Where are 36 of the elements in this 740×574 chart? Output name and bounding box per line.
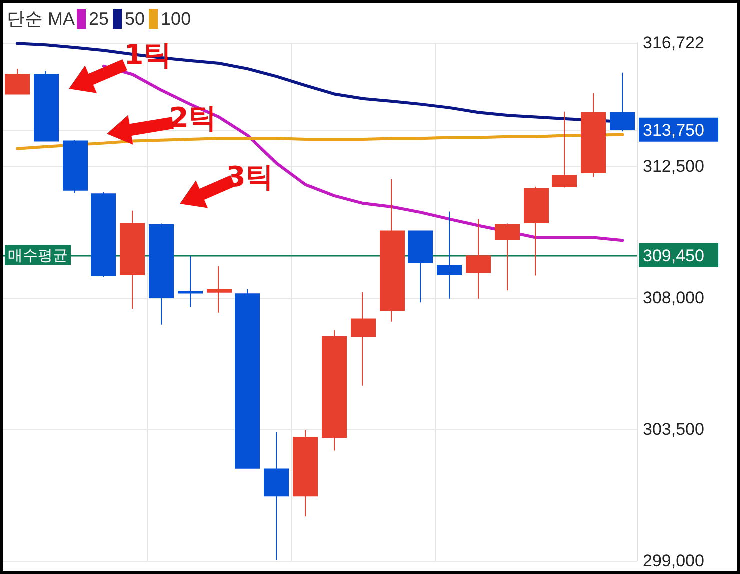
candlestick — [91, 192, 116, 278]
candlestick — [293, 430, 318, 518]
legend-label: 25 — [89, 9, 110, 29]
y-tick-label: 303,500 — [643, 420, 704, 439]
line-series — [16, 133, 624, 150]
y-tick-label: 316,722 — [643, 34, 704, 52]
candlestick — [207, 266, 232, 314]
candlestick — [581, 92, 606, 178]
candlestick — [524, 186, 549, 276]
y-tick-label: 308,000 — [643, 288, 704, 308]
legend-label: 100 — [161, 9, 192, 29]
candlestick — [408, 230, 433, 304]
candlestick — [63, 140, 88, 194]
legend-title: 단순 MA — [7, 9, 76, 29]
candlestick — [466, 218, 491, 300]
y-tick-label: 309,450 — [643, 246, 704, 266]
candlestick — [264, 432, 289, 561]
candlestick — [149, 223, 174, 326]
candlestick — [437, 211, 462, 300]
candlestick — [380, 178, 405, 322]
ref-line-label: 매수평균 — [8, 246, 68, 265]
candlestick — [552, 111, 577, 188]
y-tick-label: 299,000 — [643, 552, 704, 570]
candlestick — [610, 72, 635, 132]
candlestick — [351, 292, 376, 386]
annotation: 3틱 — [226, 160, 274, 194]
candlestick — [495, 223, 520, 292]
candlestick — [178, 256, 203, 308]
candlestick — [235, 288, 260, 469]
candlestick — [322, 330, 347, 452]
candlestick — [34, 70, 59, 142]
legend-label: 50 — [125, 9, 146, 29]
candlestick — [5, 68, 30, 95]
y-tick-label: 313,750 — [643, 120, 704, 140]
y-tick-label: 312,500 — [643, 156, 704, 176]
candlestick — [120, 210, 145, 310]
